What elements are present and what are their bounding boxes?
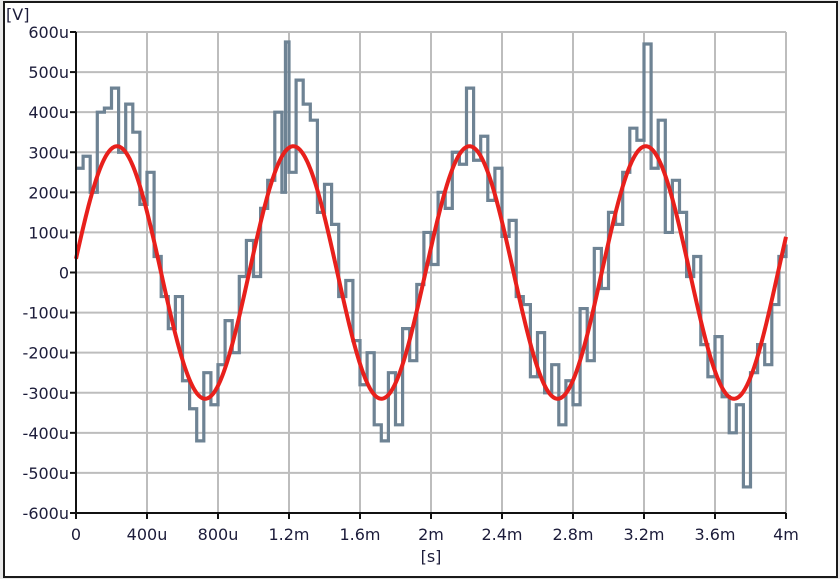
noisy-signal-path <box>76 40 788 489</box>
sine-fit-trace <box>74 144 788 401</box>
y-tick-label: -300u <box>23 384 69 403</box>
y-tick-label: 300u <box>28 143 69 162</box>
x-tick-label: 3.2m <box>623 525 664 544</box>
y-tick-label: -400u <box>23 424 69 443</box>
sine-fit-path <box>74 144 788 401</box>
y-tick-label: -500u <box>23 464 69 483</box>
x-tick-label: 1.6m <box>339 525 380 544</box>
x-tick-label: 2m <box>418 525 444 544</box>
y-tick-label: -100u <box>23 304 69 323</box>
x-tick-label: 800u <box>198 525 239 544</box>
x-tick-label: 4m <box>773 525 799 544</box>
noisy-signal-trace <box>76 40 788 489</box>
x-tick-label: 2.8m <box>552 525 593 544</box>
y-tick-label: 600u <box>28 23 69 42</box>
x-tick-label: 400u <box>127 525 168 544</box>
y-axis-unit-label: [V] <box>6 5 29 24</box>
y-tick-label: 100u <box>28 223 69 242</box>
y-tick-label: 400u <box>28 103 69 122</box>
y-axis-ticks: 600u 500u 400u 300u 200u 100u 0 -100u -200u -300u… <box>23 23 76 523</box>
x-axis-unit-label: [s] <box>421 547 442 566</box>
x-tick-label: 0 <box>71 525 81 544</box>
y-tick-label: -600u <box>23 504 69 523</box>
y-tick-label: -200u <box>23 344 69 363</box>
y-tick-label: 200u <box>28 183 69 202</box>
y-tick-label: 0 <box>59 264 69 283</box>
x-axis-ticks: 0 400u 800u 1.2m 1.6m 2m 2.4m 2.8m 3.2m 3.6m 4m <box>71 513 799 544</box>
x-tick-label: 1.2m <box>268 525 309 544</box>
x-tick-label: 3.6m <box>694 525 735 544</box>
grid-lines <box>75 31 787 514</box>
y-tick-label: 500u <box>28 63 69 82</box>
x-tick-label: 2.4m <box>481 525 522 544</box>
